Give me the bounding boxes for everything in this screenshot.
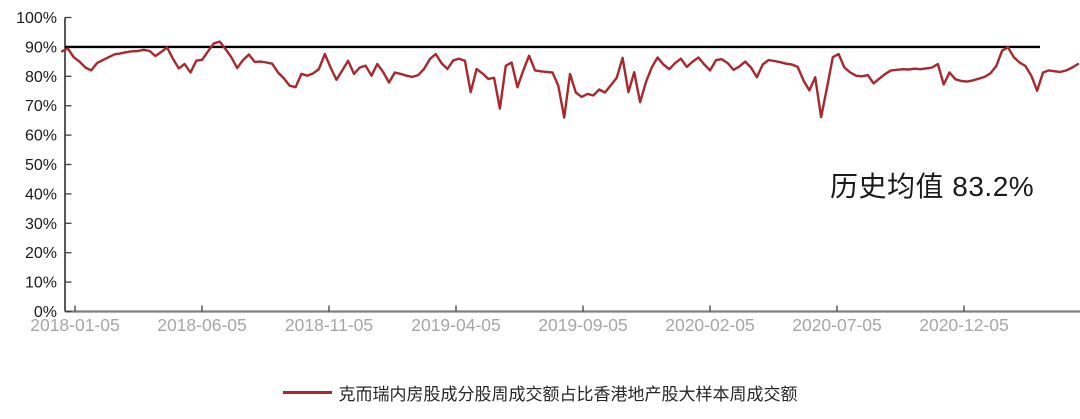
y-axis-tick-label: 100%: [16, 10, 57, 27]
x-axis-tick-label: 2018-06-05: [157, 315, 247, 335]
x-axis-tick-label: 2019-09-05: [538, 315, 628, 335]
x-axis-tick-label: 2020-07-05: [792, 315, 882, 335]
y-axis-tick-label: 40%: [25, 186, 57, 203]
chart-legend: 克而瑞内房股成分股周成交额占比香港地产股大样本周成交额: [0, 381, 1080, 404]
y-axis-tick-label: 80%: [25, 69, 57, 86]
y-axis-tick-label: 30%: [25, 216, 57, 233]
legend-line-marker: [282, 390, 332, 394]
x-axis-tick-label: 2019-04-05: [411, 315, 501, 335]
y-axis-tick-label: 10%: [25, 275, 57, 292]
x-axis-tick-label: 2020-12-05: [919, 315, 1009, 335]
x-axis-tick-label: 2020-02-05: [665, 315, 755, 335]
y-axis-tick-label: 50%: [25, 157, 57, 174]
y-axis-tick-label: 70%: [25, 98, 57, 115]
series-line: [60, 40, 1080, 119]
y-axis-tick-label: 0%: [34, 304, 57, 321]
y-axis-tick-label: 20%: [25, 245, 57, 262]
x-axis-tick-label: 2018-11-05: [285, 315, 373, 335]
y-axis-tick-label: 60%: [25, 128, 57, 145]
y-axis-tick-label: 90%: [25, 39, 57, 56]
legend-series-label: 克而瑞内房股成分股周成交额占比香港地产股大样本周成交额: [338, 384, 798, 404]
x-axis-tick-label: 2018-01-05: [30, 315, 120, 335]
historical-mean-annotation: 历史均值 83.2%: [830, 171, 1035, 202]
